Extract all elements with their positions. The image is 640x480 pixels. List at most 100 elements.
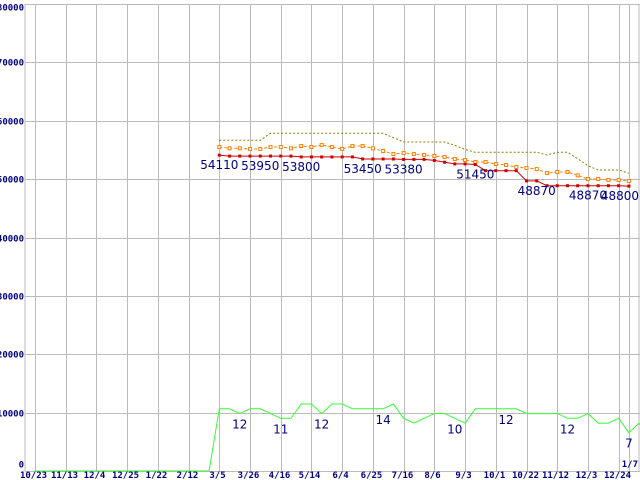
data-point-min-price xyxy=(443,160,447,164)
data-point-min-price xyxy=(350,155,354,159)
grid xyxy=(24,4,640,472)
data-point-min-price xyxy=(617,184,621,188)
data-point-average-price xyxy=(626,178,631,183)
x-tick-label: 10/22 xyxy=(512,471,539,480)
data-point-average-price xyxy=(401,151,406,156)
y-axis-ticks: 0 10000 20000 30000 40000 50000 60000 70000 8000… xyxy=(0,4,24,471)
data-point-average-price xyxy=(585,177,590,182)
data-point-min-price xyxy=(535,179,539,183)
x-tick-label: 11/12 xyxy=(542,471,569,480)
x-tick-label: 5/14 xyxy=(299,471,321,480)
data-point-average-price xyxy=(504,162,509,167)
data-point-average-price xyxy=(288,146,293,151)
data-point-min-price xyxy=(473,163,477,167)
data-point-min-price xyxy=(228,154,232,158)
series-layer xyxy=(35,132,640,472)
x-tick-label: 3/26 xyxy=(238,471,260,480)
data-point-min-price xyxy=(361,157,365,161)
data-point-min-price xyxy=(422,157,426,161)
data-label-listing-count: 12 xyxy=(232,418,247,432)
data-point-min-price xyxy=(371,157,375,161)
data-label-min-price: 53950 xyxy=(241,159,279,173)
data-point-average-price xyxy=(248,147,253,152)
data-point-average-price xyxy=(278,145,283,150)
data-point-average-price xyxy=(575,173,580,178)
x-tick-label: 10/23 xyxy=(20,471,47,480)
data-point-min-price xyxy=(340,155,344,159)
data-point-min-price xyxy=(248,154,252,158)
y-tick-label: 20000 xyxy=(0,351,24,361)
data-point-average-price xyxy=(299,144,304,149)
data-label-min-price: 54110 xyxy=(200,158,238,172)
data-point-min-price xyxy=(309,155,313,159)
data-point-average-price xyxy=(534,167,539,172)
y-tick-label: 40000 xyxy=(0,235,24,245)
data-point-average-price xyxy=(411,152,416,157)
data-point-average-price xyxy=(463,158,468,163)
data-point-min-price xyxy=(391,157,395,161)
data-label-min-price: 53450 xyxy=(344,162,382,176)
x-tick-label: 1/7 xyxy=(622,460,638,470)
x-tick-label: 12/25 xyxy=(112,471,139,480)
x-tick-label: 12/4 xyxy=(84,471,106,480)
data-point-min-price xyxy=(453,162,457,166)
data-point-average-price xyxy=(360,144,365,149)
data-point-average-price xyxy=(268,145,273,150)
data-label-min-price: 48800 xyxy=(601,189,639,203)
data-point-min-price xyxy=(299,155,303,159)
x-tick-label: 7/16 xyxy=(392,471,414,480)
data-point-min-price xyxy=(586,184,590,188)
x-tick-label: 10/1 xyxy=(484,471,506,480)
data-point-average-price xyxy=(514,164,519,169)
y-tick-label: 30000 xyxy=(0,293,24,303)
data-point-min-price xyxy=(627,184,631,188)
data-point-average-price xyxy=(350,144,355,149)
data-label-listing-count: 12 xyxy=(498,413,513,427)
x-tick-label: 6/25 xyxy=(361,471,383,480)
data-label-listing-count: 12 xyxy=(314,418,329,432)
data-point-average-price xyxy=(258,147,263,152)
data-point-average-price xyxy=(217,145,222,150)
data-label-min-price: 51450 xyxy=(456,168,494,182)
x-tick-label: 6/4 xyxy=(332,471,349,480)
data-point-min-price xyxy=(269,154,272,158)
data-point-min-price xyxy=(381,157,385,161)
data-point-average-price xyxy=(329,145,334,150)
series-line-average-price xyxy=(219,144,629,182)
data-label-min-price: 48870 xyxy=(569,189,607,203)
x-tick-label: 12/24 xyxy=(604,471,632,480)
data-point-min-price xyxy=(279,154,283,158)
data-point-min-price xyxy=(555,184,559,188)
data-label-listing-count: 7 xyxy=(625,437,633,451)
x-tick-label: 9/3 xyxy=(455,471,471,480)
data-point-average-price xyxy=(422,153,427,158)
data-point-min-price xyxy=(330,155,334,159)
x-tick-label: 4/16 xyxy=(269,471,291,480)
data-labels: 54110 53950 53800 53450 53380 51450 48870 48870… xyxy=(200,158,639,451)
data-point-min-price xyxy=(596,184,600,188)
data-point-average-price xyxy=(227,146,232,151)
data-point-average-price xyxy=(452,156,457,161)
data-point-average-price xyxy=(432,154,437,159)
data-point-min-price xyxy=(525,179,528,183)
data-label-min-price: 48870 xyxy=(518,184,556,198)
data-point-min-price xyxy=(606,184,610,188)
data-point-min-price xyxy=(320,155,324,159)
x-tick-label: 8/6 xyxy=(424,471,440,480)
y-tick-label: 60000 xyxy=(0,118,24,128)
data-label-min-price: 53800 xyxy=(282,160,320,174)
data-point-average-price xyxy=(493,162,498,167)
data-label-listing-count: 10 xyxy=(447,422,462,436)
data-label-listing-count: 14 xyxy=(375,413,390,427)
y-tick-label: 50000 xyxy=(0,176,24,186)
data-label-min-price: 53380 xyxy=(385,162,423,176)
x-tick-label: 11/13 xyxy=(51,471,78,480)
data-point-average-price xyxy=(606,178,611,183)
y-tick-label: 70000 xyxy=(0,59,24,69)
data-point-average-price xyxy=(340,147,345,152)
data-point-average-price xyxy=(524,166,529,171)
data-point-min-price xyxy=(576,184,580,188)
data-point-min-price xyxy=(432,158,436,162)
data-point-average-price xyxy=(370,146,375,151)
